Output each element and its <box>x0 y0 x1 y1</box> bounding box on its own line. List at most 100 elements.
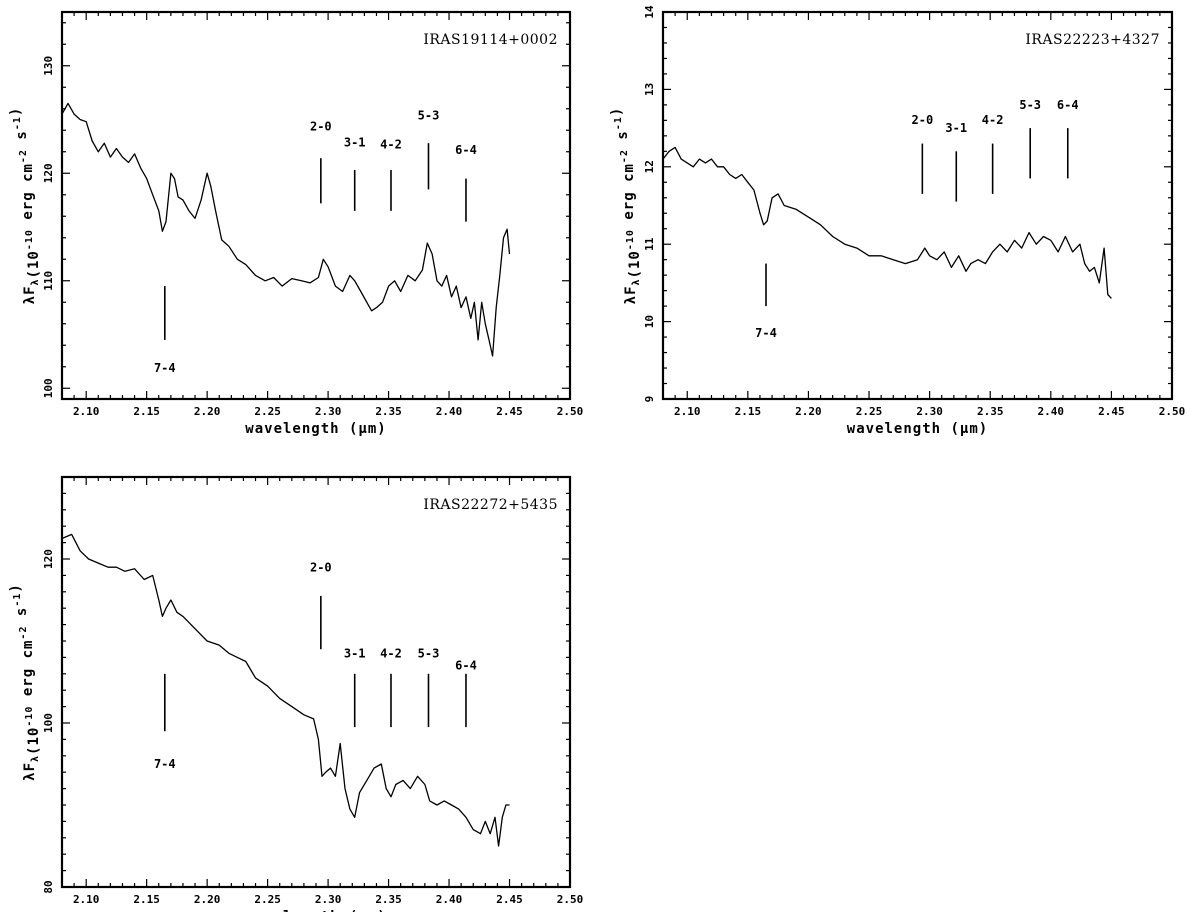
y-tick-label: 130 <box>42 56 55 76</box>
y-axis-label-text: s <box>615 130 631 149</box>
bandhead-label: 3-1 <box>945 121 967 135</box>
panel-title: IRAS22223+4327 <box>1025 32 1160 48</box>
y-axis-label-text: ) <box>8 107 24 116</box>
bandhead-label: 2-0 <box>912 113 934 127</box>
x-tick-label: 2.15 <box>133 893 160 906</box>
y-axis-label-subscript: λ <box>30 755 41 762</box>
bandhead-label: 3-1 <box>344 135 366 149</box>
x-tick-label: 2.40 <box>1038 405 1065 418</box>
x-tick-label: 2.10 <box>73 893 100 906</box>
x-tick-label: 2.35 <box>977 405 1004 418</box>
y-axis-label: λFλ(10-10 erg cm-2 s-1) <box>609 107 643 305</box>
bandhead-label: 4-2 <box>380 646 402 660</box>
y-axis-label-text: λF <box>22 285 38 304</box>
y-tick-label: 9 <box>643 396 656 403</box>
y-axis-label-superscript: -1 <box>12 593 23 607</box>
bandhead-label: 5-3 <box>1019 98 1041 112</box>
x-axis-label: wavelength (μm) <box>245 909 386 912</box>
y-tick-label: 12 <box>643 160 656 173</box>
y-tick-label: 100 <box>42 713 55 733</box>
y-axis-label-superscript: -10 <box>24 706 35 727</box>
panel-title: IRAS22272+5435 <box>423 497 558 513</box>
bandhead-label: 7-4 <box>154 757 176 771</box>
spectrum-line <box>662 146 1112 299</box>
y-axis-label-text: erg cm <box>20 163 36 229</box>
x-axis-label: wavelength (μm) <box>847 421 988 437</box>
bandhead-label: 2-0 <box>310 560 332 574</box>
spectrum-line <box>61 102 511 357</box>
y-axis-label-text: λF <box>623 285 639 304</box>
y-axis-label: λFλ(10-10 erg cm-2 s-1) <box>8 583 42 781</box>
x-tick-label: 2.10 <box>73 405 100 418</box>
x-tick-label: 2.45 <box>1098 405 1125 418</box>
x-tick-label: 2.10 <box>674 405 701 418</box>
x-tick-label: 2.25 <box>254 893 281 906</box>
x-tick-label: 2.20 <box>194 893 221 906</box>
bandhead-label: 5-3 <box>418 109 440 123</box>
x-tick-label: 2.30 <box>315 405 342 418</box>
x-tick-label: 2.50 <box>557 893 584 906</box>
y-axis-label-text: s <box>14 607 30 626</box>
panel-title: IRAS19114+0002 <box>423 32 558 48</box>
x-tick-label: 2.20 <box>194 405 221 418</box>
y-axis-label-text: erg cm <box>20 640 36 706</box>
y-axis-label-text: s <box>14 130 30 149</box>
bandhead-label: 4-2 <box>982 113 1004 127</box>
y-axis-label-text: ) <box>609 107 625 116</box>
bandhead-label: 4-2 <box>380 138 402 152</box>
bandhead-label: 5-3 <box>418 646 440 660</box>
y-axis-label-superscript: -2 <box>18 149 29 163</box>
y-tick-label: 11 <box>643 237 656 251</box>
spectrum-line <box>61 533 510 847</box>
y-axis-label-text: erg cm <box>621 163 637 229</box>
y-axis-label-text: λF <box>22 762 38 781</box>
y-tick-label: 120 <box>42 163 55 183</box>
plot-frame <box>60 475 572 889</box>
y-tick-label: 10 <box>643 315 656 328</box>
bandhead-label: 2-0 <box>310 119 332 133</box>
y-axis-label-text: ) <box>8 583 24 592</box>
x-tick-label: 2.40 <box>436 405 463 418</box>
x-tick-label: 2.45 <box>496 893 523 906</box>
bandhead-label: 7-4 <box>755 326 777 340</box>
x-tick-label: 2.30 <box>916 405 943 418</box>
spectrum-panel-1: 2.10 2.15 2.20 2.25 2.30 2.35 2.40 2.45 2.50 100 1… <box>8 10 584 437</box>
spectrum-panel-2: 2.10 2.15 2.20 2.25 2.30 2.35 2.40 2.45 2.50 9 10 1… <box>609 5 1185 437</box>
x-tick-label: 2.35 <box>375 405 402 418</box>
y-tick-label: 80 <box>42 880 55 893</box>
y-tick-label: 14 <box>643 5 656 19</box>
x-tick-label: 2.20 <box>795 405 822 418</box>
x-tick-label: 2.15 <box>133 405 160 418</box>
spectrum-panel-3: 2.10 2.15 2.20 2.25 2.30 2.35 2.40 2.45 2.50 80 10… <box>8 475 584 912</box>
y-axis-label-superscript: -1 <box>12 116 23 130</box>
y-axis-label-superscript: -2 <box>619 149 630 163</box>
x-tick-label: 2.45 <box>496 405 523 418</box>
x-tick-label: 2.25 <box>856 405 883 418</box>
y-tick-label: 13 <box>643 83 656 96</box>
y-axis-label-superscript: -10 <box>625 229 636 250</box>
y-axis-label: λFλ(10-10 erg cm-2 s-1) <box>8 107 42 305</box>
x-tick-label: 2.15 <box>735 405 762 418</box>
y-axis-label-superscript: -10 <box>24 229 35 250</box>
x-tick-label: 2.35 <box>375 893 402 906</box>
bandhead-label: 6-4 <box>1057 98 1079 112</box>
y-tick-label: 110 <box>42 271 55 291</box>
y-axis-label-text: (10 <box>26 727 42 755</box>
x-tick-label: 2.25 <box>254 405 281 418</box>
y-axis-label-superscript: -2 <box>18 626 29 640</box>
plot-frame <box>661 10 1174 401</box>
x-tick-label: 2.40 <box>436 893 463 906</box>
y-tick-label: 120 <box>42 549 55 569</box>
bandhead-label: 3-1 <box>344 646 366 660</box>
y-axis-label-text: (10 <box>26 250 42 278</box>
x-tick-label: 2.50 <box>557 405 584 418</box>
x-tick-label: 2.30 <box>315 893 342 906</box>
y-axis-label-subscript: λ <box>631 278 642 285</box>
y-axis-label-text: (10 <box>627 250 643 278</box>
y-tick-label: 100 <box>42 378 55 398</box>
x-tick-label: 2.50 <box>1159 405 1186 418</box>
y-axis-label-subscript: λ <box>30 278 41 285</box>
bandhead-label: 6-4 <box>455 659 477 673</box>
x-axis-label: wavelength (μm) <box>245 421 386 437</box>
